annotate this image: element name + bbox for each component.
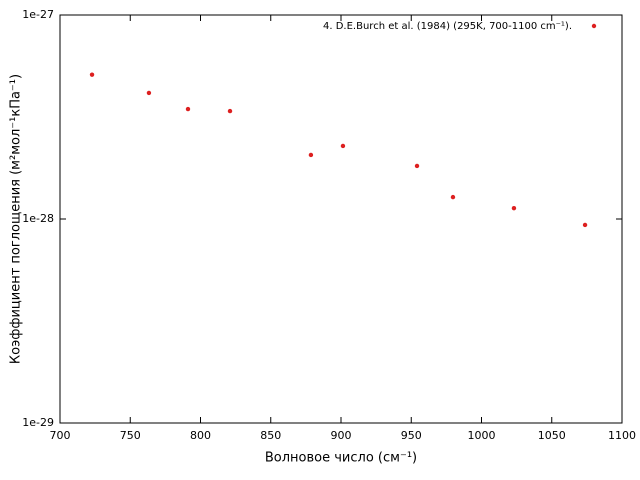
y-axis-label: Коэффициент поглощения (м²мол⁻¹кПа⁻¹): [9, 74, 24, 364]
point: [308, 152, 314, 158]
point: [146, 90, 152, 96]
point: [582, 222, 588, 228]
x-axis-label: Волновое число (см⁻¹): [265, 451, 417, 466]
y-tick-label: 1e-27: [22, 8, 54, 21]
point: [227, 108, 233, 114]
point: [340, 143, 346, 149]
x-tick-label: 1050: [538, 429, 566, 442]
y-tick-label: 1e-29: [22, 416, 54, 429]
x-tick-label: 850: [260, 429, 281, 442]
point: [89, 72, 95, 77]
legend-marker: [591, 23, 597, 29]
point: [450, 194, 456, 200]
point: [185, 106, 191, 112]
y-tick-label: 1e-28: [22, 212, 54, 225]
x-tick-label: 700: [50, 429, 71, 442]
x-tick-label: 1000: [468, 429, 496, 442]
x-tick-label: 950: [401, 429, 422, 442]
plot-frame: [59, 14, 623, 424]
x-tick-label: 750: [120, 429, 141, 442]
x-tick-label: 1100: [608, 429, 636, 442]
x-tick-label: 800: [190, 429, 211, 442]
legend-label: 4. D.E.Burch et al. (1984) (295K, 700-11…: [323, 21, 572, 32]
x-tick-label: 900: [331, 429, 352, 442]
point: [511, 205, 517, 211]
point: [414, 163, 420, 169]
